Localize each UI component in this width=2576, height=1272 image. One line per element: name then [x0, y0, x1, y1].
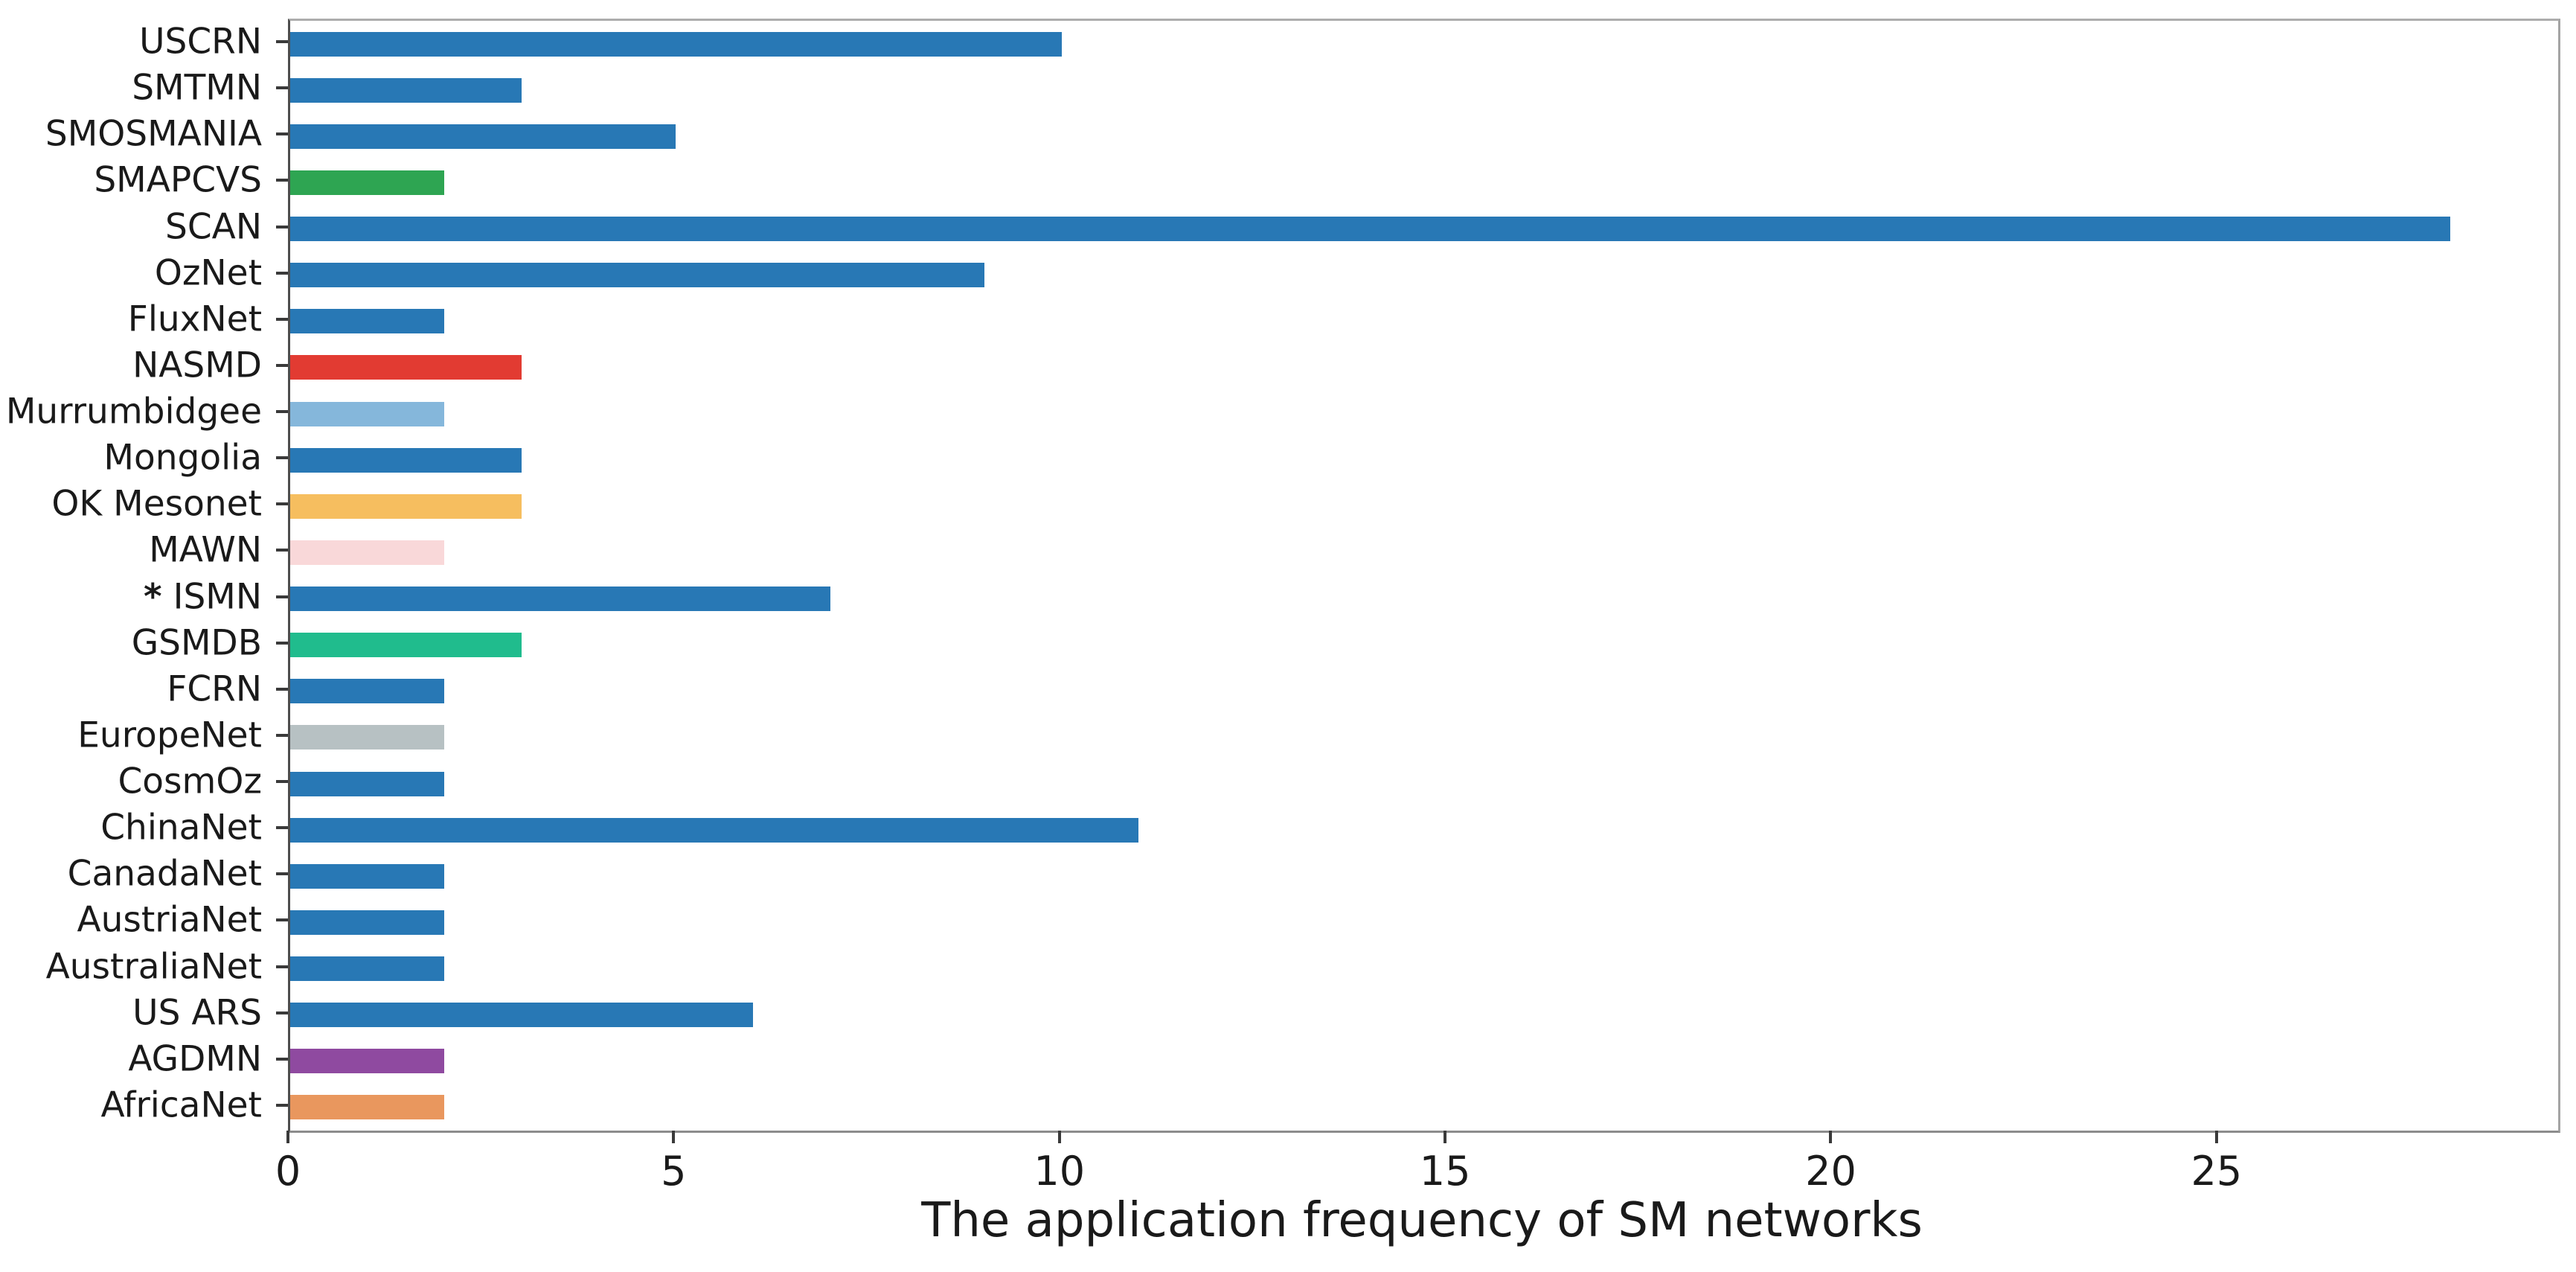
bar-chinanet	[290, 817, 1139, 843]
bar-ok-mesonet	[290, 493, 522, 519]
y-tick-mark	[276, 780, 288, 784]
y-tick-label-canadanet: CanadaNet	[67, 853, 262, 895]
y-tick-label-chinanet: ChinaNet	[100, 807, 262, 848]
bar-africanet	[290, 1095, 445, 1120]
y-tick-label-africanet: AfricaNet	[100, 1084, 262, 1126]
y-tick-mark	[276, 687, 288, 691]
y-tick-label-ismn: * ISMN	[144, 576, 262, 618]
y-tick-mark	[276, 363, 288, 367]
y-tick-mark	[276, 132, 288, 136]
bar-oznet	[290, 263, 985, 288]
y-tick-label-uscrn: USCRN	[139, 21, 262, 63]
bar-murrumbidgee	[290, 401, 445, 426]
x-tick-mark	[672, 1131, 676, 1143]
x-tick-mark	[1829, 1131, 1833, 1143]
y-tick-mark	[276, 595, 288, 598]
y-tick-mark	[276, 826, 288, 830]
x-tick-mark	[2214, 1131, 2218, 1143]
y-tick-label-oznet: OzNet	[154, 252, 262, 294]
x-tick-mark	[286, 1131, 289, 1143]
y-tick-mark	[276, 225, 288, 228]
y-tick-label-smapcvs: SMAPCVS	[94, 159, 262, 201]
y-tick-mark	[276, 317, 288, 321]
bar-austrianet	[290, 910, 445, 935]
y-tick-label-mongolia: Mongolia	[103, 437, 262, 479]
x-tick-label-20: 20	[1805, 1148, 1856, 1195]
bar-mawn	[290, 540, 445, 565]
bar-uscrn	[290, 31, 1062, 57]
y-tick-mark	[276, 40, 288, 44]
bar-cosmoz	[290, 771, 445, 796]
y-tick-label-scan: SCAN	[165, 206, 262, 248]
bar-agdmn	[290, 1049, 445, 1074]
y-tick-mark	[276, 271, 288, 275]
bar-australianet	[290, 956, 445, 982]
y-axis-tick-marks	[274, 19, 288, 1128]
bar-europenet	[290, 725, 445, 750]
bar-mongolia	[290, 447, 522, 473]
y-tick-mark	[276, 872, 288, 876]
bar-gsmdb	[290, 633, 522, 658]
y-tick-mark	[276, 965, 288, 968]
y-tick-mark	[276, 1103, 288, 1107]
y-tick-mark	[276, 1011, 288, 1014]
bar-us-ars	[290, 1003, 754, 1028]
y-tick-mark	[276, 456, 288, 460]
y-tick-label-fluxnet: FluxNet	[127, 298, 262, 340]
bar-nasmd	[290, 355, 522, 380]
y-tick-label-mawn: MAWN	[149, 529, 262, 571]
bar-ismn	[290, 587, 830, 612]
y-tick-label-nasmd: NASMD	[132, 345, 262, 386]
x-tick-label-5: 5	[661, 1148, 687, 1195]
bar-smtmn	[290, 77, 522, 103]
y-tick-label-fcrn: FCRN	[167, 668, 262, 710]
x-axis: 0 5 10 15 20 25	[275, 1131, 2556, 1220]
y-tick-label-australianet: AustraliaNet	[45, 946, 262, 988]
bar-smapcvs	[290, 170, 445, 195]
y-tick-label-murrumbidgee: Murrumbidgee	[5, 391, 262, 432]
y-tick-mark	[276, 410, 288, 414]
y-tick-mark	[276, 502, 288, 506]
x-tick-mark	[1057, 1131, 1061, 1143]
y-tick-mark	[276, 179, 288, 182]
y-tick-label-austrianet: AustriaNet	[77, 899, 262, 941]
y-axis-labels: USCRN SMTMN SMOSMANIA SMAPCVS SCAN OzNet FluxN…	[0, 19, 274, 1128]
x-axis-title: The application frequency of SM networks	[921, 1193, 1923, 1248]
bar-fcrn	[290, 679, 445, 704]
y-tick-mark	[276, 733, 288, 737]
y-tick-mark	[276, 86, 288, 90]
y-tick-label-europenet: EuropeNet	[77, 715, 262, 756]
y-tick-mark	[276, 918, 288, 922]
bar-canadanet	[290, 863, 445, 889]
plot-area	[288, 19, 2560, 1133]
x-tick-label-0: 0	[275, 1148, 301, 1195]
y-tick-label-gsmdb: GSMDB	[131, 622, 262, 664]
bar-smosmania	[290, 124, 676, 149]
y-tick-label-cosmoz: CosmOz	[118, 761, 262, 802]
bar-fluxnet	[290, 309, 445, 334]
asterisk-marker: *	[144, 576, 162, 618]
bar-scan	[290, 217, 2450, 242]
y-tick-label-smtmn: SMTMN	[132, 67, 262, 109]
x-tick-mark	[1444, 1131, 1447, 1143]
y-tick-label-smosmania: SMOSMANIA	[45, 113, 262, 155]
y-tick-mark	[276, 1057, 288, 1061]
y-tick-mark	[276, 549, 288, 552]
x-tick-label-25: 25	[2191, 1148, 2243, 1195]
y-tick-mark	[276, 641, 288, 645]
x-tick-label-15: 15	[1419, 1148, 1471, 1195]
y-tick-label-agdmn: AGDMN	[128, 1038, 262, 1080]
x-tick-label-10: 10	[1034, 1148, 1086, 1195]
y-tick-label-ok-mesonet: OK Mesonet	[51, 483, 262, 525]
y-tick-label-us-ars: US ARS	[132, 992, 262, 1034]
